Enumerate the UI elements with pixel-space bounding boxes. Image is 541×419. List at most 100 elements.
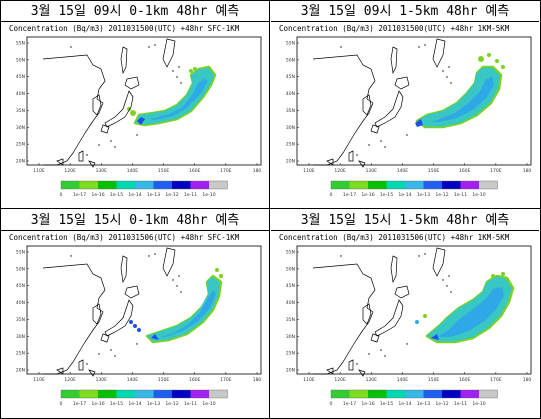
plume-core (137, 117, 145, 125)
map-view: 55N 50N 45N 40N 35N 30N 25N 20N 110E 120E 130E 140E… (286, 245, 531, 383)
legend-swatch (442, 390, 461, 398)
color-scale-legend: 0 1e-17 1e-16 1e-15 1e-14 1e-13 1e-12 1e-11 1e-1… (60, 389, 228, 407)
islet (368, 144, 370, 146)
longitude-label: 140E (127, 377, 139, 383)
plume-patch (478, 56, 484, 62)
plume-patch (501, 272, 505, 276)
legend-swatch (386, 390, 405, 398)
latitude-label: 30N (286, 125, 295, 131)
legend-label: 1e-16 (91, 401, 104, 407)
latitude-label: 50N (16, 266, 25, 272)
latitude-label: 20N (286, 368, 295, 374)
plume-core (151, 334, 159, 340)
latitude-label: 25N (16, 351, 25, 357)
legend-swatch (209, 181, 228, 189)
legend-swatch (386, 181, 405, 189)
latitude-label: 40N (286, 91, 295, 97)
map-frame (26, 36, 262, 166)
color-scale-legend: 0 1e-17 1e-16 1e-15 1e-14 1e-13 1e-12 1e-11 1e-1… (330, 180, 498, 198)
plume-mid (135, 67, 215, 125)
islet (172, 70, 174, 72)
legend-label: 1e-15 (110, 401, 123, 407)
plume-patch (130, 110, 136, 116)
islet (356, 154, 358, 156)
islet (450, 82, 452, 84)
coastline (120, 46, 128, 75)
islet (136, 134, 138, 136)
latitude-label: 55N (286, 250, 295, 256)
legend-label: 1e-15 (380, 401, 393, 407)
latitude-label: 30N (16, 334, 25, 340)
islet (340, 46, 342, 48)
islet (110, 349, 112, 351)
legend-label: 1e-11 (454, 401, 467, 407)
coastline (370, 333, 380, 343)
latitude-label: 45N (16, 74, 25, 80)
legend-swatch (405, 181, 424, 189)
coastline (42, 263, 106, 375)
legend-swatch (79, 390, 98, 398)
coastline (100, 124, 110, 134)
legend-label: 1e-14 (128, 192, 141, 198)
plume-patch (423, 314, 427, 318)
longitude-label: 130E (96, 377, 108, 383)
islet (176, 76, 178, 78)
longitude-label: 160E (189, 168, 201, 174)
forecast-panel-0900-high: 3월 15일 09시 1-5km 48hr 예측 Concentration (… (271, 1, 539, 207)
islet (154, 253, 156, 255)
color-scale-legend: 0 1e-17 1e-16 1e-15 1e-14 1e-13 1e-12 1e-11 1e-1… (330, 389, 498, 407)
legend-swatch (153, 390, 172, 398)
legend-label: 1e-10 (472, 192, 485, 198)
coastline (312, 54, 376, 166)
plume-patch (415, 320, 419, 324)
legend-label: 1e-11 (184, 401, 197, 407)
longitude-label: 130E (366, 168, 378, 174)
islet (110, 140, 112, 142)
coastline (394, 285, 410, 299)
coastline (56, 158, 64, 166)
latitude-label: 35N (16, 317, 25, 323)
legend-label: 1e-12 (435, 401, 448, 407)
islet (178, 66, 180, 68)
legend-swatch (98, 390, 117, 398)
coastline (348, 359, 354, 371)
map-view: 55N 50N 45N 40N 35N 30N 25N 20N 110E 120E 130E 140E… (16, 245, 262, 383)
forecast-panel-0900-low: 3월 15일 09시 0-1km 48hr 예측 Concentration (… (1, 1, 269, 207)
legend-swatch (61, 181, 80, 189)
title-rule (1, 21, 269, 22)
islet (424, 44, 426, 46)
legend-label: 1e-16 (361, 192, 374, 198)
panel-title: 3월 15일 15시 0-1km 48hr 예측 (30, 213, 240, 228)
legend-swatch (79, 181, 98, 189)
coastline (432, 247, 446, 277)
islet (114, 146, 116, 148)
legend-swatch (135, 390, 154, 398)
coastline (56, 367, 64, 375)
panel-title: 3월 15일 15시 1-5km 48hr 예측 (300, 213, 510, 228)
legend-swatch (98, 181, 117, 189)
plume-inner (154, 286, 219, 339)
legend-swatch (460, 181, 479, 189)
coastline (92, 303, 102, 325)
legend-label: 1e-16 (361, 401, 374, 407)
islet (446, 285, 448, 287)
longitude-label: 150E (428, 377, 440, 383)
longitude-label: 150E (158, 377, 170, 383)
longitude-label: 170E (220, 377, 232, 383)
plume-patch (495, 59, 499, 63)
islet (442, 279, 444, 281)
islet (442, 70, 444, 72)
coastline (394, 76, 410, 90)
horizontal-divider (0, 208, 541, 209)
legend-swatch (61, 390, 80, 398)
longitude-label: 140E (397, 377, 409, 383)
legend-label: 1e-14 (128, 401, 141, 407)
islet (180, 82, 182, 84)
legend-label: 1e-13 (417, 192, 430, 198)
longitude-label: 170E (490, 168, 502, 174)
longitude-label: 160E (459, 377, 471, 383)
map-frame (26, 245, 262, 375)
map-content (312, 247, 515, 377)
panel-title: 3월 15일 09시 0-1km 48hr 예측 (30, 4, 240, 19)
latitude-label: 35N (286, 108, 295, 114)
